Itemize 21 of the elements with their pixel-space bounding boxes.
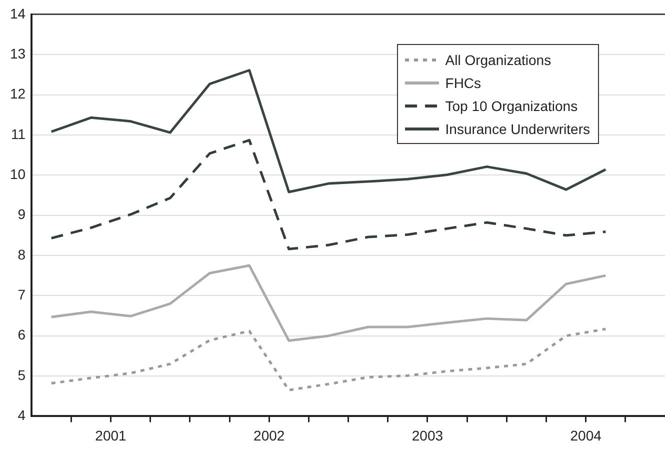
x-tick-label: 2002 (254, 427, 285, 444)
legend-label: FHCs (445, 74, 482, 91)
line-series (50, 138, 607, 250)
y-tick-label: 10 (10, 166, 26, 182)
x-tick-label: 2003 (412, 427, 444, 444)
legend-label: All Organizations (445, 52, 552, 68)
legend-label: Top 10 Organizations (445, 98, 578, 114)
x-tick-label: 2001 (95, 427, 127, 444)
y-tick-label: 9 (18, 206, 26, 222)
y-tick-label: 8 (18, 246, 26, 262)
y-tick-label: 13 (10, 45, 26, 62)
y-tick-label: 5 (18, 366, 26, 383)
y-tick-label: 11 (11, 126, 26, 142)
y-tick-label: 14 (10, 5, 26, 22)
y-tick-label: 7 (18, 286, 26, 303)
y-tick-label: 4 (18, 407, 26, 424)
y-tick-label: 6 (18, 326, 26, 343)
y-tick-label: 12 (10, 86, 26, 102)
line-series (50, 328, 607, 392)
legend-label: Insurance Underwriters (445, 120, 590, 137)
x-tick-label: 2004 (570, 427, 602, 444)
